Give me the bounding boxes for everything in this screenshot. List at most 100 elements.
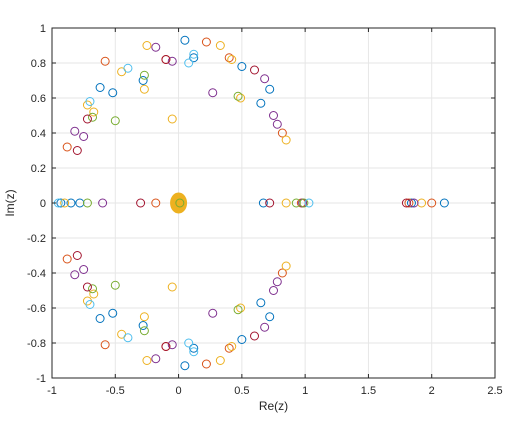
data-point <box>281 198 291 208</box>
data-point <box>227 342 237 351</box>
data-point <box>167 340 177 350</box>
y-tick-label: 1 <box>40 23 46 35</box>
data-point <box>66 198 76 208</box>
data-point <box>139 326 149 336</box>
data-point <box>406 198 416 208</box>
data-point <box>62 142 72 152</box>
y-axis-label: Im(z) <box>3 189 17 216</box>
y-tick-label: 0.6 <box>31 93 46 105</box>
x-tick-label: 1 <box>302 385 308 397</box>
y-tick-label: 0.8 <box>31 58 46 70</box>
data-point <box>281 261 291 271</box>
data-point <box>233 91 243 101</box>
data-point <box>100 56 110 66</box>
data-point <box>258 198 268 208</box>
data-point <box>272 277 282 287</box>
data-point <box>215 356 225 365</box>
data-point <box>151 42 161 52</box>
y-tick-label: -0.6 <box>27 303 46 315</box>
axes <box>51 27 496 379</box>
data-point <box>138 76 148 85</box>
data-point <box>281 135 291 145</box>
data-point <box>260 74 270 84</box>
x-tick-label: 0.5 <box>234 385 249 397</box>
data-point <box>224 53 234 63</box>
data-point <box>79 265 89 274</box>
data-markers <box>53 35 449 371</box>
x-tick-label: 1.5 <box>361 385 376 397</box>
data-point <box>265 198 275 208</box>
data-point <box>72 251 82 260</box>
data-point <box>108 88 118 98</box>
data-point <box>201 359 211 369</box>
tick-labels: -1 -0.5 0 0.5 1 1.5 2 2.5 -1 -0.8 -0.6 -0.4 -0.2 0 0.2… <box>27 23 503 397</box>
data-point <box>189 347 199 357</box>
data-point <box>269 111 278 120</box>
data-point <box>70 126 80 136</box>
y-tick-label: -0.8 <box>27 338 46 350</box>
data-point <box>233 305 243 315</box>
data-point <box>151 354 161 364</box>
data-point <box>269 286 278 295</box>
data-point <box>85 300 95 309</box>
data-point <box>237 62 247 71</box>
data-point <box>189 343 199 353</box>
y-tick-label: -1 <box>36 373 46 385</box>
data-point <box>184 338 194 348</box>
data-point <box>260 322 270 332</box>
data-point <box>108 308 118 318</box>
data-point <box>265 84 275 94</box>
data-point <box>142 356 152 365</box>
data-point <box>123 63 133 73</box>
data-point <box>136 198 146 208</box>
data-point <box>110 116 120 126</box>
y-tick-label: 0.4 <box>31 128 46 140</box>
data-point <box>85 97 95 106</box>
data-point <box>250 331 260 341</box>
data-point <box>89 289 99 299</box>
data-point <box>291 198 301 208</box>
x-tick-label: -0.5 <box>106 385 125 397</box>
data-point <box>180 35 190 45</box>
data-point <box>161 342 171 351</box>
data-point <box>139 70 149 80</box>
x-tick-label: 2.5 <box>487 385 502 397</box>
data-point <box>88 112 98 122</box>
data-point <box>272 119 282 129</box>
data-point <box>70 270 80 280</box>
data-point <box>95 314 105 323</box>
data-point <box>138 321 148 330</box>
data-point <box>439 198 449 208</box>
data-point <box>250 65 260 75</box>
data-point <box>277 268 287 278</box>
data-point <box>256 298 266 308</box>
center-marker <box>170 192 188 214</box>
data-point <box>60 198 70 208</box>
data-point <box>427 198 437 208</box>
data-point <box>142 41 152 50</box>
data-point <box>180 361 190 371</box>
data-point <box>224 343 234 353</box>
data-point <box>184 58 194 68</box>
y-tick-label: -0.4 <box>27 268 46 280</box>
data-point <box>95 83 105 92</box>
data-point <box>72 146 82 155</box>
data-point <box>98 198 108 208</box>
data-point <box>167 56 177 66</box>
data-point <box>82 114 92 124</box>
data-point <box>236 93 246 103</box>
y-tick-label: 0.2 <box>31 163 46 175</box>
data-point <box>189 49 199 59</box>
data-point <box>167 282 177 292</box>
x-tick-label: 0 <box>176 385 182 397</box>
data-point <box>151 198 161 208</box>
data-point <box>237 335 247 344</box>
data-point <box>265 312 275 322</box>
data-point <box>139 84 149 94</box>
data-point <box>110 280 120 290</box>
y-tick-label: -0.2 <box>27 233 46 245</box>
data-point <box>88 284 98 294</box>
data-point <box>236 303 246 313</box>
